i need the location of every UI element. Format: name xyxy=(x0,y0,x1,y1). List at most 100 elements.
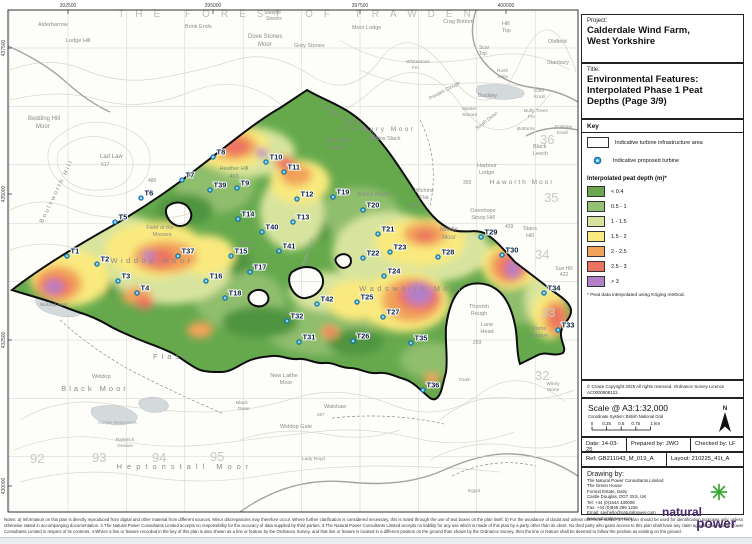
place-label: Brink Ends xyxy=(185,24,212,30)
layout-cell: Layout: 210225_41t_A xyxy=(667,452,744,467)
place-label: Mosses xyxy=(153,232,172,238)
address-line: Email: sayhello@naturalpower.com xyxy=(587,510,656,516)
meta-row-2: Ref: GB211043_M_019_A Layout: 210225_41t… xyxy=(581,452,744,467)
place-label: Stones xyxy=(239,246,255,252)
roads xyxy=(7,9,579,513)
turbine-label: T5 xyxy=(119,213,128,222)
place-label: Stairs xyxy=(523,226,537,232)
turbine-marker-center xyxy=(352,340,354,342)
place-label: Alcomden xyxy=(326,138,350,144)
place-label: Stones xyxy=(329,145,346,151)
place-label: 422 xyxy=(560,272,569,278)
turbine-marker-center xyxy=(356,301,358,303)
grid-square-number: 92 xyxy=(30,451,44,466)
place-label: Harbour xyxy=(477,163,497,169)
peat-class-swatch xyxy=(587,216,605,227)
place-label: Greave xyxy=(530,333,548,339)
turbine-icon xyxy=(587,152,607,170)
logo-text-power: power xyxy=(696,515,736,531)
meta-row-1: Date: 14-03-25 Prepared by: JWO Checked … xyxy=(581,437,744,453)
place-label: Field of the xyxy=(146,225,173,231)
project-name: Calderdale Wind Farm, West Yorkshire xyxy=(587,25,690,48)
peat-class-label: 2.5 - 3 xyxy=(611,263,627,270)
place-label: Enshaw xyxy=(555,124,573,130)
place-label: Top xyxy=(479,51,487,57)
turbine-label: T9 xyxy=(241,179,250,188)
place-label: Greave xyxy=(117,443,133,449)
grid-square-number: 95 xyxy=(210,449,224,464)
turbine-marker-center xyxy=(296,198,298,200)
drawing-by-heading: Drawing by: xyxy=(587,471,624,478)
place-label: Widdop Moor xyxy=(110,256,193,265)
turbine-label: T27 xyxy=(387,308,400,317)
key-box: Key Indicative turbine infrastructure ar… xyxy=(581,119,744,380)
turbine-legend-label: Indicative proposed turbine xyxy=(613,158,680,164)
peat-legend-rows: < 0.4 0.5 - 1 1 - 1.5 1.5 - 2 2 - 2.5 2.5 - 3… xyxy=(587,186,738,287)
place-label: Buckley xyxy=(478,93,498,99)
address-line: Forrest Estate, Dalry xyxy=(587,488,628,494)
turbine-label: T21 xyxy=(382,225,395,234)
place-label: Dean xyxy=(238,406,250,412)
place-label: Flat xyxy=(419,195,429,201)
place-label: Fm xyxy=(412,65,419,71)
turbine-marker-center xyxy=(480,236,482,238)
turbine-label: T14 xyxy=(242,210,256,219)
north-label: N xyxy=(723,406,727,412)
place-label: Alderbarrow xyxy=(38,22,68,28)
ref-cell: Ref: GB211043_M_019_A xyxy=(581,452,667,467)
place-label: Oldfield xyxy=(548,39,567,45)
scale-bar-label: 1 km xyxy=(650,421,660,426)
peat-class-row: > 3 xyxy=(587,276,738,287)
place-label: Dove Stones xyxy=(248,34,282,40)
peat-interpolation-layer xyxy=(9,88,573,401)
turbine-label: T22 xyxy=(367,249,380,258)
turbine-marker-center xyxy=(377,233,379,235)
grid-square-number: 34 xyxy=(535,247,549,262)
prepared-by-cell: Prepared by: JWO xyxy=(627,437,691,452)
peat-class-label: 1 - 1.5 xyxy=(611,218,627,225)
north-arrow-icon xyxy=(719,412,731,432)
place-label: Haworth Moor xyxy=(490,179,555,186)
grid-label-northing: 435000 xyxy=(1,185,7,202)
turbine-marker-center xyxy=(283,171,285,173)
turbine-label: T39 xyxy=(214,181,227,190)
turbine-label: T8 xyxy=(217,148,226,157)
kriging-footnote: * Peat data interpolated using Kriging m… xyxy=(587,293,685,298)
place-label: Grain xyxy=(459,377,471,383)
turbine-label: T28 xyxy=(442,248,455,257)
project-label: Project: xyxy=(587,18,608,24)
peat-class-swatch xyxy=(587,276,605,287)
place-label: Stoop Hill xyxy=(471,215,495,221)
infrastructure-area-label: Indicative turbine infrastructure area xyxy=(615,139,703,146)
place-label: Withins Height xyxy=(357,192,390,198)
place-label: Moor xyxy=(442,235,456,241)
place-label: Bully Trees xyxy=(524,108,548,114)
contour-lines xyxy=(9,29,577,483)
grid-coordinate-labels: 392500 395000 397500 400000 437500 435000 4325… xyxy=(1,3,515,494)
grid-label-easting: 392500 xyxy=(60,3,77,9)
site-boundary xyxy=(9,88,573,401)
turbine-label: T16 xyxy=(210,272,223,281)
turbine-label: T19 xyxy=(337,188,350,197)
scale-bar-label: 0.75 xyxy=(631,421,640,426)
grid-label-northing: 432500 xyxy=(1,331,7,348)
place-label: Stone xyxy=(547,387,560,393)
natural-power-logo: natural power xyxy=(660,482,738,531)
address-line: www.naturalpower.com xyxy=(587,515,633,521)
turbine-marker-center xyxy=(136,292,138,294)
turbine-marker-center xyxy=(212,156,214,158)
peat-class-label: 2 - 2.5 xyxy=(611,248,627,255)
place-label: Withins Slack xyxy=(367,136,400,142)
scale-bar-label: 0.25 xyxy=(602,421,611,426)
place-label: Stones xyxy=(462,112,478,118)
turbine-marker-center xyxy=(140,197,142,199)
place-label: 462 xyxy=(410,203,419,209)
place-label: Moor Lodge xyxy=(352,25,381,31)
turbine-marker-center xyxy=(362,257,364,259)
turbine-label: T11 xyxy=(288,163,301,172)
turbine-marker-center xyxy=(543,292,545,294)
place-label: Scar xyxy=(479,45,490,51)
peat-class-swatch xyxy=(587,261,605,272)
place-label: Bottoms xyxy=(517,126,535,132)
